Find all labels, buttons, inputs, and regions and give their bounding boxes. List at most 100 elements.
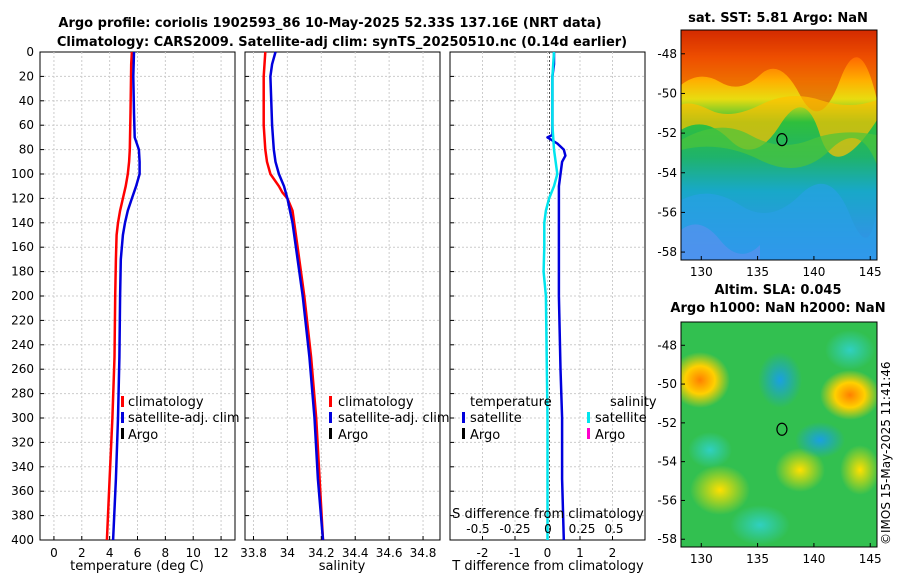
sla-map-frame bbox=[680, 321, 878, 548]
s-diff-tick-label: 0.25 bbox=[569, 522, 596, 536]
map-lon-tick-label: 145 bbox=[859, 265, 882, 279]
x-tick-label: 8 bbox=[162, 546, 170, 560]
sla-map-title: Altim. SLA: 0.045 bbox=[715, 283, 842, 298]
x-tick-label: 10 bbox=[186, 546, 201, 560]
x-tick-label: 0 bbox=[50, 546, 58, 560]
argo-location-marker bbox=[776, 422, 788, 436]
depth-tick-label: 320 bbox=[11, 435, 34, 449]
map-lat-tick-label: -48 bbox=[657, 338, 677, 352]
s-diff-tick-label: -0.5 bbox=[466, 522, 489, 536]
legend-label: satellite-adj. clim bbox=[128, 411, 240, 426]
map-lat-tick-label: -50 bbox=[657, 86, 677, 100]
x-tick-label: 34.4 bbox=[342, 546, 369, 560]
s-diff-tick-label: 0 bbox=[544, 522, 552, 536]
credit-text: ©IMOS 15-May-2025 11:41:46 bbox=[879, 361, 893, 545]
legend-label: satellite-adj. clim bbox=[338, 411, 450, 426]
figure-title-line2: Climatology: CARS2009. Satellite-adj cli… bbox=[57, 35, 627, 50]
series-line-satellite-adj-clim bbox=[111, 51, 141, 541]
legend-label: satellite bbox=[470, 411, 522, 426]
sla-low-anomaly bbox=[795, 422, 845, 458]
temperature-panel bbox=[39, 51, 236, 541]
difference-legend: temperature satellite Argo salinity sate… bbox=[462, 395, 657, 443]
depth-tick-label: 60 bbox=[19, 118, 34, 132]
temperature-legend: climatology satellite-adj. clim Argo bbox=[121, 395, 240, 443]
sla-map: Altim. SLA: 0.045 Argo h1000: NaN h2000:… bbox=[657, 283, 885, 566]
legend-swatch-climatology bbox=[329, 396, 332, 407]
sst-map-frame bbox=[680, 29, 878, 261]
legend-swatch-satellite bbox=[329, 412, 332, 423]
depth-tick-label: 280 bbox=[11, 387, 34, 401]
x-tick-label: 34 bbox=[280, 546, 295, 560]
depth-tick-label: 20 bbox=[19, 69, 34, 83]
legend-swatch-argo bbox=[121, 428, 124, 439]
sla-high-anomaly bbox=[681, 352, 730, 408]
salinity-panel bbox=[244, 51, 441, 541]
sla-low-anomaly bbox=[688, 432, 732, 468]
sla-high-anomaly bbox=[820, 370, 877, 420]
x-tick-label: 2 bbox=[78, 546, 86, 560]
sst-map-title: sat. SST: 5.81 Argo: NaN bbox=[688, 11, 868, 26]
map-lat-tick-label: -58 bbox=[657, 245, 677, 259]
difference-panel bbox=[449, 51, 646, 541]
sla-map-subtitle: Argo h1000: NaN h2000: NaN bbox=[670, 301, 885, 316]
depth-tick-label: 0 bbox=[26, 45, 34, 59]
map-lon-tick-label: 135 bbox=[746, 265, 769, 279]
depth-tick-label: 220 bbox=[11, 313, 34, 327]
series-line-salinity-satellite bbox=[542, 51, 559, 540]
x-tick-label: -2 bbox=[477, 546, 489, 560]
salinity-xlabel: salinity bbox=[319, 559, 366, 574]
depth-tick-label: 140 bbox=[11, 216, 34, 230]
sst-cold-patch bbox=[681, 224, 760, 260]
legend-swatch-satellite bbox=[121, 412, 124, 423]
legend-swatch-argo bbox=[329, 428, 332, 439]
x-tick-label: 33.8 bbox=[240, 546, 267, 560]
legend-label: Argo bbox=[128, 428, 158, 443]
series-line-satellite-adj-clim bbox=[269, 51, 325, 541]
map-lat-tick-label: -50 bbox=[657, 377, 677, 391]
x-tick-label: 0 bbox=[544, 546, 552, 560]
map-lon-tick-label: 135 bbox=[746, 552, 769, 566]
legend-label: climatology bbox=[338, 395, 414, 410]
depth-tick-label: 360 bbox=[11, 484, 34, 498]
legend-swatch-sal-satellite bbox=[587, 412, 590, 423]
legend-label: Argo bbox=[338, 428, 368, 443]
depth-tick-label: 340 bbox=[11, 460, 34, 474]
s-diff-tick-label: -0.25 bbox=[499, 522, 530, 536]
depth-tick-label: 300 bbox=[11, 411, 34, 425]
figure-title-line1: Argo profile: coriolis 1902593_86 10-May… bbox=[58, 16, 601, 31]
sst-cold-region bbox=[681, 183, 877, 260]
x-tick-label: 34.2 bbox=[308, 546, 335, 560]
x-tick-label: 4 bbox=[106, 546, 114, 560]
legend-title-temperature: temperature bbox=[470, 395, 552, 410]
sla-low-anomaly bbox=[730, 505, 790, 545]
depth-tick-label: 100 bbox=[11, 167, 34, 181]
map-lon-tick-label: 130 bbox=[690, 265, 713, 279]
sla-high-anomaly bbox=[840, 445, 877, 495]
difference-xlabel: T difference from climatology bbox=[451, 559, 644, 574]
s-diff-tick-label: 0.5 bbox=[604, 522, 623, 536]
depth-tick-label: 180 bbox=[11, 265, 34, 279]
sla-low-anomaly bbox=[825, 330, 875, 370]
depth-tick-label: 240 bbox=[11, 338, 34, 352]
map-lat-tick-label: -56 bbox=[657, 205, 677, 219]
sla-high-anomaly bbox=[775, 448, 825, 492]
map-lat-tick-label: -54 bbox=[657, 166, 677, 180]
map-lat-tick-label: -54 bbox=[657, 455, 677, 469]
depth-tick-label: 380 bbox=[11, 509, 34, 523]
x-tick-label: -1 bbox=[509, 546, 521, 560]
legend-title-salinity: salinity bbox=[610, 395, 657, 410]
depth-tick-label: 120 bbox=[11, 191, 34, 205]
legend-label: Argo bbox=[595, 428, 625, 443]
legend-label: Argo bbox=[470, 428, 500, 443]
s-difference-label: S difference from climatology bbox=[452, 507, 644, 522]
sst-map: sat. SST: 5.81 Argo: NaN 130 135 140 145 -4… bbox=[657, 11, 881, 279]
argo-location-marker bbox=[776, 133, 788, 147]
sla-low-anomaly bbox=[758, 352, 802, 408]
x-tick-label: 34.8 bbox=[410, 546, 437, 560]
map-lat-tick-label: -58 bbox=[657, 532, 677, 546]
depth-tick-label: 200 bbox=[11, 289, 34, 303]
sst-warm-region bbox=[681, 30, 877, 112]
depth-tick-label: 400 bbox=[11, 533, 34, 547]
depth-tick-label: 160 bbox=[11, 240, 34, 254]
